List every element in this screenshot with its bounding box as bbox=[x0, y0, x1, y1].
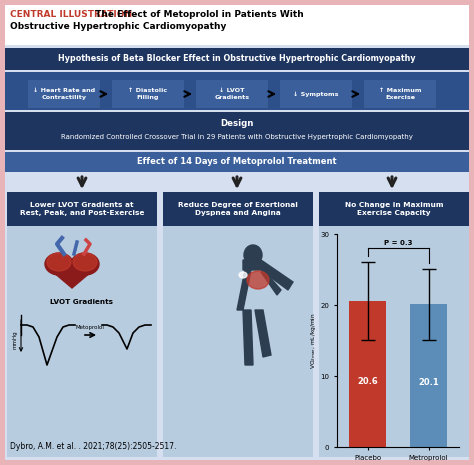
Text: Hypothesis of Beta Blocker Effect in Obstructive Hypertrophic Cardiomyopathy: Hypothesis of Beta Blocker Effect in Obs… bbox=[58, 54, 416, 64]
Ellipse shape bbox=[47, 253, 71, 271]
Text: Dybro, A.M. et al. . 2021;78(25):2505-2517.: Dybro, A.M. et al. . 2021;78(25):2505-25… bbox=[10, 442, 176, 451]
Ellipse shape bbox=[247, 271, 269, 289]
Bar bbox=[7, 192, 157, 226]
Bar bbox=[5, 152, 469, 172]
Bar bbox=[319, 192, 469, 226]
Bar bbox=[112, 80, 184, 108]
Polygon shape bbox=[261, 272, 281, 295]
Text: mmHg: mmHg bbox=[12, 331, 18, 349]
Text: No Change in Maximum
Exercise Capacity: No Change in Maximum Exercise Capacity bbox=[345, 202, 443, 216]
Bar bbox=[5, 48, 469, 70]
Text: Reduce Degree of Exertional
Dyspnea and Angina: Reduce Degree of Exertional Dyspnea and … bbox=[178, 202, 298, 216]
Bar bbox=[0, 460, 474, 465]
Ellipse shape bbox=[239, 272, 247, 278]
Ellipse shape bbox=[45, 253, 73, 275]
Bar bbox=[280, 80, 352, 108]
Bar bbox=[0, 0, 5, 465]
Text: The Effect of Metoprolol in Patients With: The Effect of Metoprolol in Patients Wit… bbox=[92, 10, 304, 19]
Polygon shape bbox=[243, 260, 293, 290]
Text: Lower LVOT Gradients at
Rest, Peak, and Post-Exercise: Lower LVOT Gradients at Rest, Peak, and … bbox=[20, 202, 144, 216]
Polygon shape bbox=[46, 266, 98, 288]
Bar bbox=[410, 304, 447, 447]
Ellipse shape bbox=[244, 245, 262, 265]
Text: 20.6: 20.6 bbox=[357, 377, 378, 385]
Text: ↓ Heart Rate and
Contractility: ↓ Heart Rate and Contractility bbox=[33, 88, 95, 100]
Text: CENTRAL ILLUSTRATION:: CENTRAL ILLUSTRATION: bbox=[10, 10, 136, 19]
Text: Effect of 14 Days of Metoprolol Treatment: Effect of 14 Days of Metoprolol Treatmen… bbox=[137, 158, 337, 166]
Text: Design: Design bbox=[220, 119, 254, 127]
Polygon shape bbox=[237, 270, 251, 310]
Bar bbox=[469, 0, 474, 465]
Bar bbox=[364, 80, 436, 108]
Text: ↓ Symptoms: ↓ Symptoms bbox=[293, 91, 339, 97]
Text: ↓ LVOT
Gradients: ↓ LVOT Gradients bbox=[214, 88, 250, 100]
Ellipse shape bbox=[71, 253, 99, 275]
Bar bbox=[5, 112, 469, 150]
Text: P = 0.3: P = 0.3 bbox=[384, 240, 412, 246]
Text: Randomized Controlled Crossover Trial in 29 Patients with Obstructive Hypertroph: Randomized Controlled Crossover Trial in… bbox=[61, 134, 413, 140]
Text: 20.1: 20.1 bbox=[418, 379, 439, 387]
Bar bbox=[7, 192, 157, 457]
Bar bbox=[163, 192, 313, 457]
Bar bbox=[28, 80, 100, 108]
Bar bbox=[5, 5, 469, 45]
Bar bbox=[196, 80, 268, 108]
Bar bbox=[349, 301, 386, 447]
Y-axis label: VO$_{2max}$, mL/kg/min: VO$_{2max}$, mL/kg/min bbox=[309, 312, 318, 369]
Text: LVOT Gradients: LVOT Gradients bbox=[51, 299, 113, 305]
Bar bbox=[319, 192, 469, 457]
Polygon shape bbox=[243, 310, 253, 365]
Text: Metoprolol: Metoprolol bbox=[75, 325, 104, 330]
Ellipse shape bbox=[73, 253, 97, 271]
Bar bbox=[5, 72, 469, 110]
Bar bbox=[163, 192, 313, 226]
Polygon shape bbox=[255, 310, 271, 357]
Text: Obstructive Hypertrophic Cardiomyopathy: Obstructive Hypertrophic Cardiomyopathy bbox=[10, 22, 227, 31]
Bar bbox=[0, 0, 474, 5]
Text: ↑ Diastolic
Filling: ↑ Diastolic Filling bbox=[128, 88, 168, 100]
Text: ↑ Maximum
Exercise: ↑ Maximum Exercise bbox=[379, 88, 421, 100]
